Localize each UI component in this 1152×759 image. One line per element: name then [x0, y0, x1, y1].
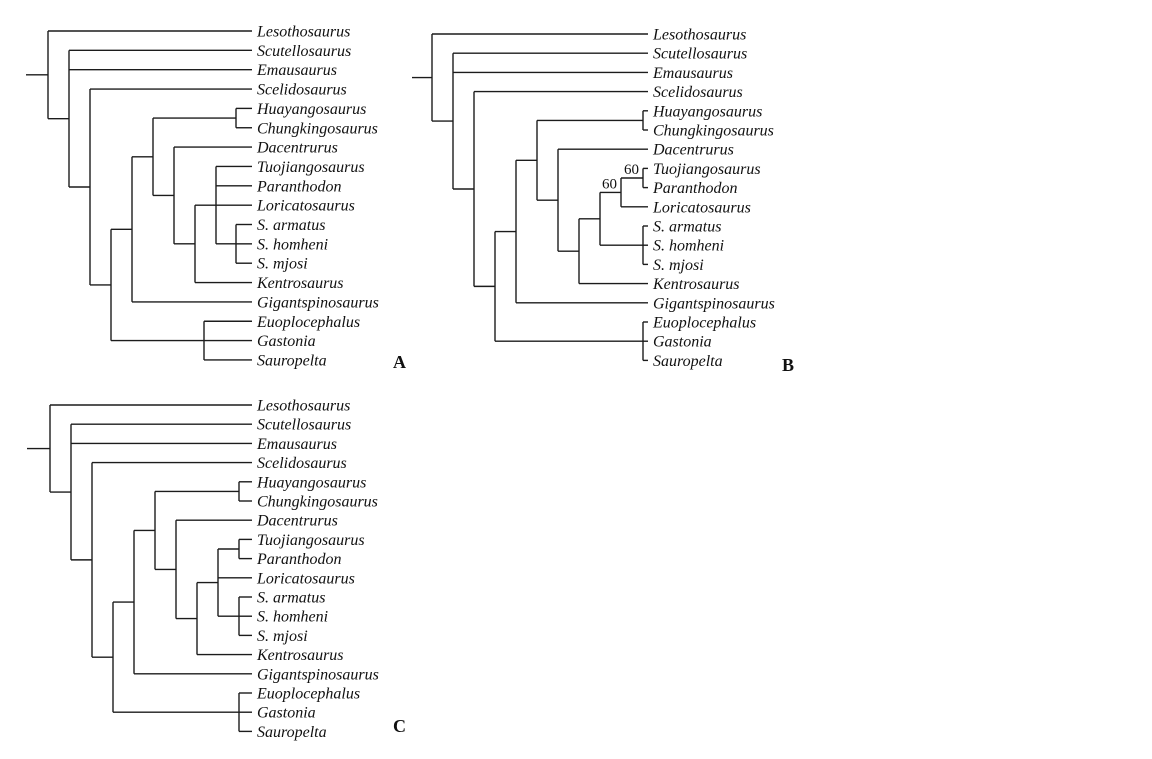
taxon-label: S. mjosi	[257, 628, 308, 645]
taxon-label: Euoplocephalus	[256, 686, 360, 703]
taxon-label: Huayangosaurus	[652, 103, 762, 120]
taxon-label: Emausaurus	[256, 436, 337, 453]
taxon-label: Kentrosaurus	[652, 276, 740, 293]
taxon-label: Chungkingosaurus	[257, 494, 378, 511]
support-value: 60	[624, 162, 639, 178]
taxon-label: Chungkingosaurus	[653, 123, 774, 140]
taxon-label: Huayangosaurus	[256, 474, 366, 491]
panel-letter-c: C	[393, 716, 406, 736]
taxon-label: Scutellosaurus	[653, 46, 747, 63]
taxon-label: Dacentrurus	[256, 513, 338, 530]
taxon-label: Euoplocephalus	[652, 315, 756, 332]
taxon-label: S. mjosi	[653, 257, 704, 274]
taxon-label: S. armatus	[653, 219, 721, 236]
taxon-label: Loricatosaurus	[652, 199, 751, 216]
taxon-label: Emausaurus	[256, 62, 337, 79]
taxon-label: S. mjosi	[257, 256, 308, 273]
taxon-label: Tuojiangosaurus	[653, 161, 761, 178]
taxon-label: Scelidosaurus	[653, 84, 743, 101]
taxon-label: S. homheni	[653, 238, 724, 255]
taxon-label: Gastonia	[257, 705, 316, 722]
taxon-label: Sauropelta	[257, 724, 327, 741]
taxon-label: Emausaurus	[652, 65, 733, 82]
taxon-label: Sauropelta	[257, 352, 327, 369]
taxon-label: Paranthodon	[652, 180, 737, 197]
panel-letter-a: A	[393, 352, 406, 372]
taxon-label: Euoplocephalus	[256, 314, 360, 331]
taxon-label: Dacentrurus	[256, 140, 338, 157]
taxon-label: Scelidosaurus	[257, 82, 347, 99]
taxon-label: Gigantspinosaurus	[257, 294, 379, 311]
taxon-label: Scutellosaurus	[257, 417, 351, 434]
taxon-label: S. armatus	[257, 590, 325, 607]
taxon-label: Dacentrurus	[652, 142, 734, 159]
taxon-label: Paranthodon	[256, 551, 341, 568]
taxon-label: Scelidosaurus	[257, 455, 347, 472]
taxon-label: Tuojiangosaurus	[257, 159, 365, 176]
taxon-label: Gastonia	[257, 333, 316, 350]
taxon-label: Gigantspinosaurus	[257, 666, 379, 683]
taxon-label: Lesothosaurus	[256, 398, 350, 415]
taxon-label: Tuojiangosaurus	[257, 532, 365, 549]
support-value: 60	[602, 176, 617, 192]
taxon-label: S. homheni	[257, 609, 328, 626]
taxon-label: Chungkingosaurus	[257, 120, 378, 137]
taxon-label: Scutellosaurus	[257, 43, 351, 60]
taxon-label: Huayangosaurus	[256, 101, 366, 118]
taxon-label: S. homheni	[257, 236, 328, 253]
taxon-label: Loricatosaurus	[256, 570, 355, 587]
taxon-label: Kentrosaurus	[256, 647, 344, 664]
taxon-label: Sauropelta	[653, 353, 723, 370]
taxon-label: Lesothosaurus	[256, 24, 350, 41]
taxon-label: Gigantspinosaurus	[653, 295, 775, 312]
taxon-label: Gastonia	[653, 334, 712, 351]
taxon-label: Kentrosaurus	[256, 275, 344, 292]
taxon-label: S. armatus	[257, 217, 325, 234]
taxon-label: Lesothosaurus	[652, 27, 746, 44]
taxon-label: Paranthodon	[256, 178, 341, 195]
panel-letter-b: B	[782, 355, 795, 375]
taxon-label: Loricatosaurus	[256, 198, 355, 215]
